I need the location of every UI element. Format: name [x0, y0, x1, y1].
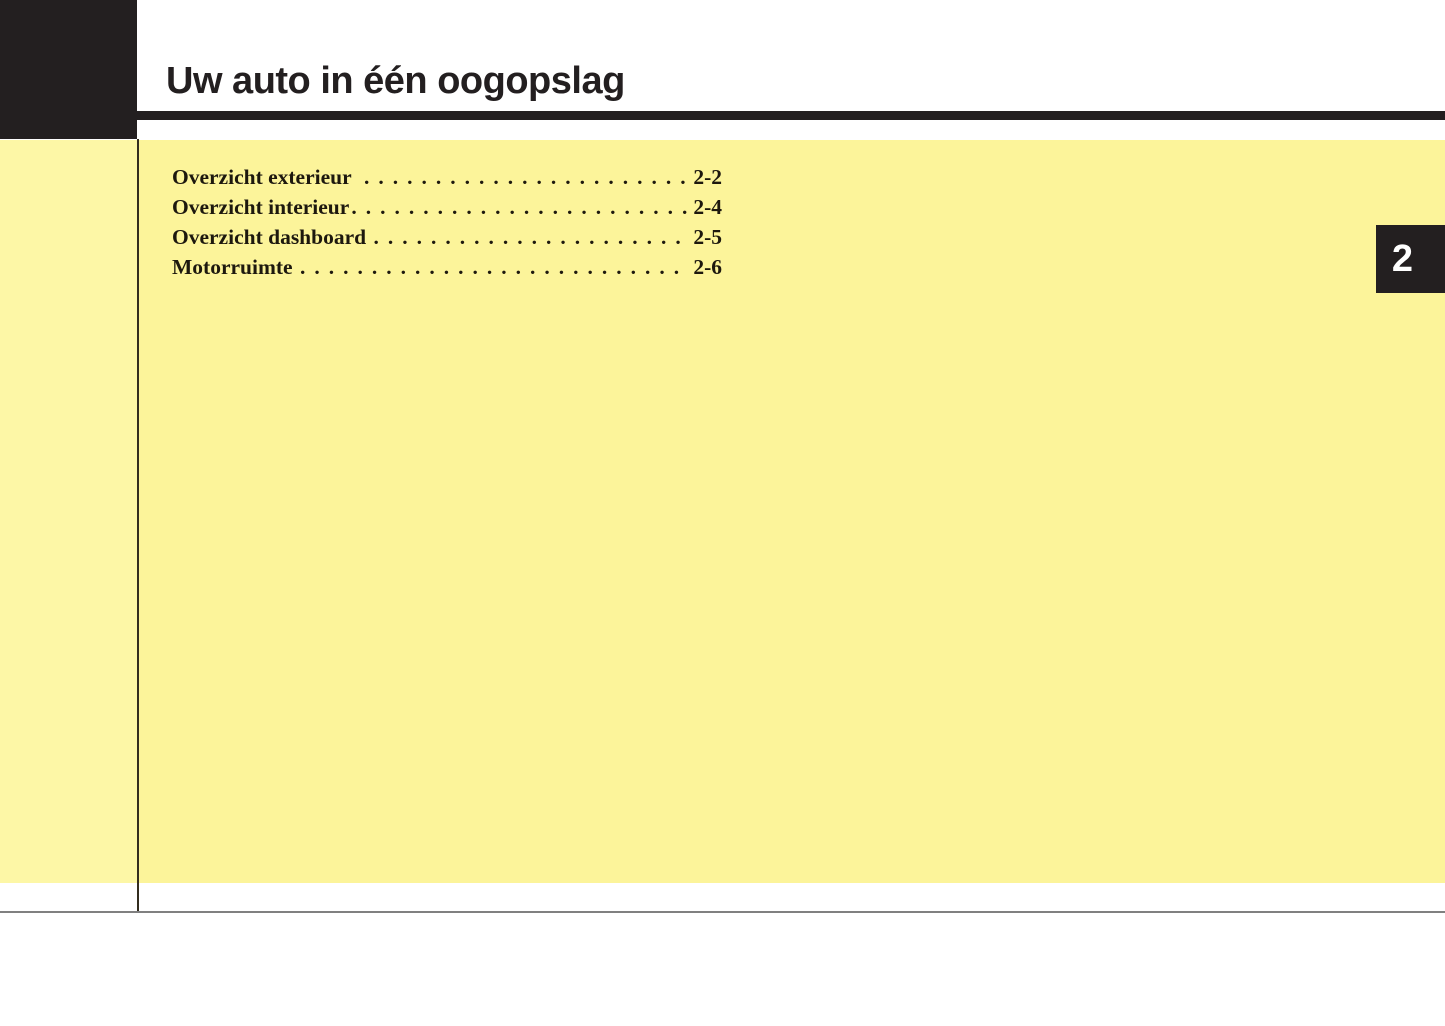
chapter-tab[interactable]: 2	[1376, 225, 1445, 293]
corner-block	[0, 0, 137, 139]
toc-item-label: Overzicht interieur	[172, 195, 350, 219]
toc-list: Overzicht exterieur ....................…	[172, 162, 722, 282]
vertical-divider	[137, 139, 139, 912]
bottom-divider	[0, 911, 1445, 913]
toc-item-page-number: 2-4	[693, 195, 722, 219]
toc-item-label: Overzicht dashboard	[172, 225, 372, 249]
toc-leader-dots: ........................................…	[299, 255, 688, 279]
toc-item-label: Overzicht exterieur	[172, 165, 363, 189]
toc-item-page-number: 2-2	[693, 165, 722, 189]
content-panel	[137, 140, 1445, 883]
toc-item[interactable]: Overzicht dashboard ....................…	[172, 222, 722, 252]
toc-item[interactable]: Overzicht interieur ....................…	[172, 192, 722, 222]
toc-item[interactable]: Overzicht exterieur ....................…	[172, 162, 722, 192]
toc-item[interactable]: Motorruimte ............................…	[172, 252, 722, 282]
chapter-tab-number: 2	[1391, 238, 1414, 280]
toc-leader-dots: ........................................…	[373, 225, 688, 249]
toc-item-label: Motorruimte	[172, 255, 298, 279]
left-margin-strip	[0, 140, 137, 883]
page-title: Uw auto in één oogopslag	[166, 60, 625, 102]
toc-item-page-number: 2-5	[693, 225, 722, 249]
toc-leader-dots: ........................................…	[351, 195, 687, 219]
toc-leader-dots: ........................................…	[364, 165, 687, 189]
toc-item-page-number: 2-6	[693, 255, 722, 279]
title-rule	[137, 111, 1445, 120]
